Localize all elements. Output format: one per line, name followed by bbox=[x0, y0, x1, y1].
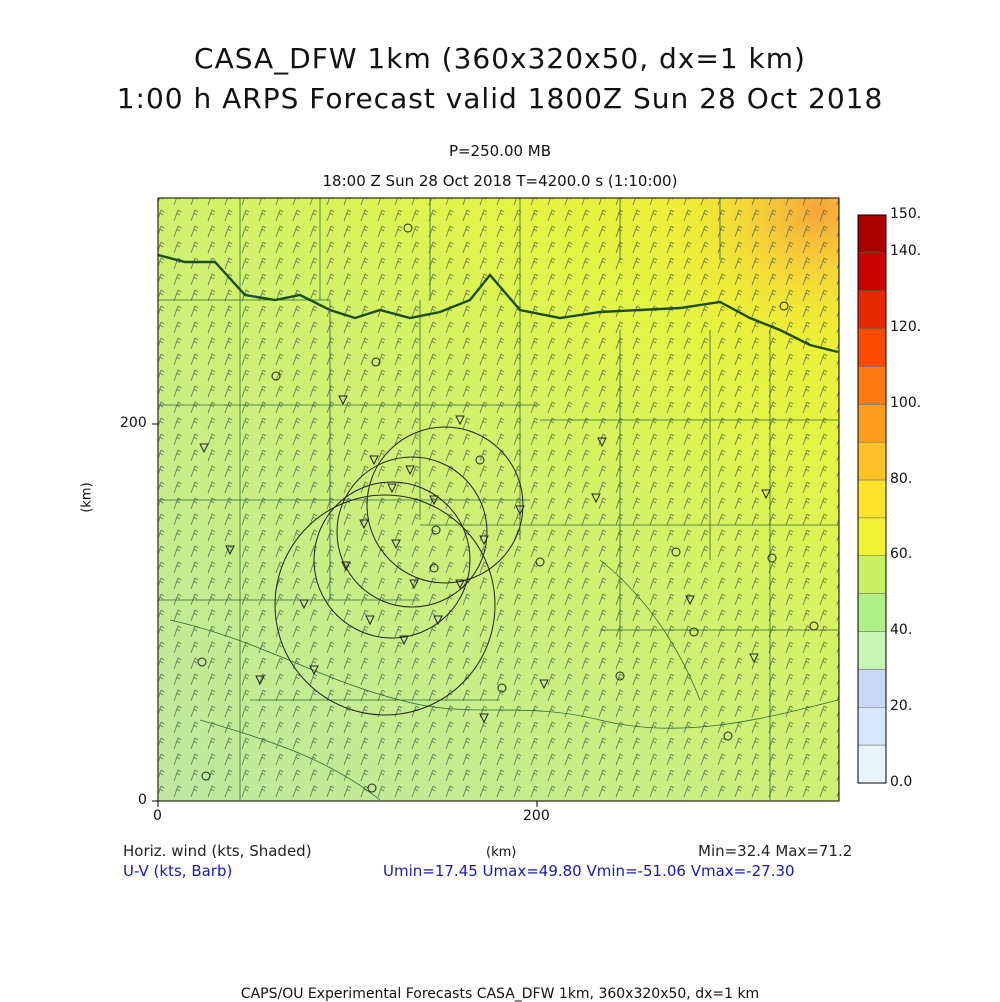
colorbar-label: 40. bbox=[890, 622, 913, 638]
colorbar-swatch bbox=[857, 404, 887, 443]
valid-time: 18:00 Z Sun 28 Oct 2018 T=4200.0 s (1:10… bbox=[322, 172, 678, 190]
colorbar-label: 120. bbox=[890, 319, 922, 335]
colorbar-label: 100. bbox=[890, 395, 922, 411]
x-tick-label-0: 0 bbox=[153, 808, 162, 824]
colorbar-swatch bbox=[857, 631, 887, 670]
min-max-values: Min=32.4 Max=71.2 bbox=[698, 842, 853, 860]
y-tick-label-200: 200 bbox=[120, 415, 147, 431]
colorbar-label: 20. bbox=[890, 698, 913, 714]
station-markers bbox=[197, 223, 819, 793]
colorbar-swatch bbox=[857, 366, 887, 405]
colorbar-label: 0.0 bbox=[890, 774, 913, 790]
colorbar-swatch bbox=[857, 214, 887, 254]
colorbar-swatch bbox=[857, 707, 887, 746]
colorbar-swatch bbox=[857, 744, 887, 784]
shaded-field-label: Horiz. wind (kts, Shaded) bbox=[123, 842, 312, 860]
colorbar bbox=[857, 214, 887, 784]
county-boundaries bbox=[158, 198, 839, 801]
colorbar-swatch bbox=[857, 669, 887, 708]
title-line-1: CASA_DFW 1km (360x320x50, dx=1 km) bbox=[194, 42, 806, 75]
radar-range-rings bbox=[274, 426, 524, 716]
colorbar-frame bbox=[857, 214, 887, 784]
x-axis-label: (km) bbox=[486, 845, 517, 860]
pressure-level: P=250.00 MB bbox=[448, 142, 552, 160]
title-line-2: 1:00 h ARPS Forecast valid 1800Z Sun 28 … bbox=[116, 82, 884, 115]
colorbar-label: 80. bbox=[890, 471, 913, 487]
red-river-state-border bbox=[157, 253, 839, 354]
x-tick-label-200: 200 bbox=[523, 808, 550, 824]
colorbar-label: 150. bbox=[890, 206, 922, 222]
credit-line: CAPS/OU Experimental Forecasts CASA_DFW … bbox=[240, 986, 760, 1002]
colorbar-swatch bbox=[857, 555, 887, 594]
y-tick-label-0: 0 bbox=[138, 792, 147, 808]
uv-ranges: Umin=17.45 Umax=49.80 Vmin=-51.06 Vmax=-… bbox=[383, 862, 795, 880]
colorbar-label: 140. bbox=[890, 243, 922, 259]
colorbar-swatch bbox=[857, 593, 887, 632]
colorbar-swatch bbox=[857, 252, 887, 291]
colorbar-label: 60. bbox=[890, 546, 913, 562]
colorbar-swatch bbox=[857, 479, 887, 519]
y-axis-label: (km) bbox=[79, 482, 95, 513]
colorbar-swatch bbox=[857, 290, 887, 329]
barb-field-label: U-V (kts, Barb) bbox=[123, 862, 233, 880]
colorbar-swatch bbox=[857, 441, 887, 481]
colorbar-swatch bbox=[857, 328, 887, 367]
colorbar-swatch bbox=[857, 517, 887, 557]
wind-barbs bbox=[158, 198, 839, 801]
map-frame bbox=[157, 197, 840, 802]
